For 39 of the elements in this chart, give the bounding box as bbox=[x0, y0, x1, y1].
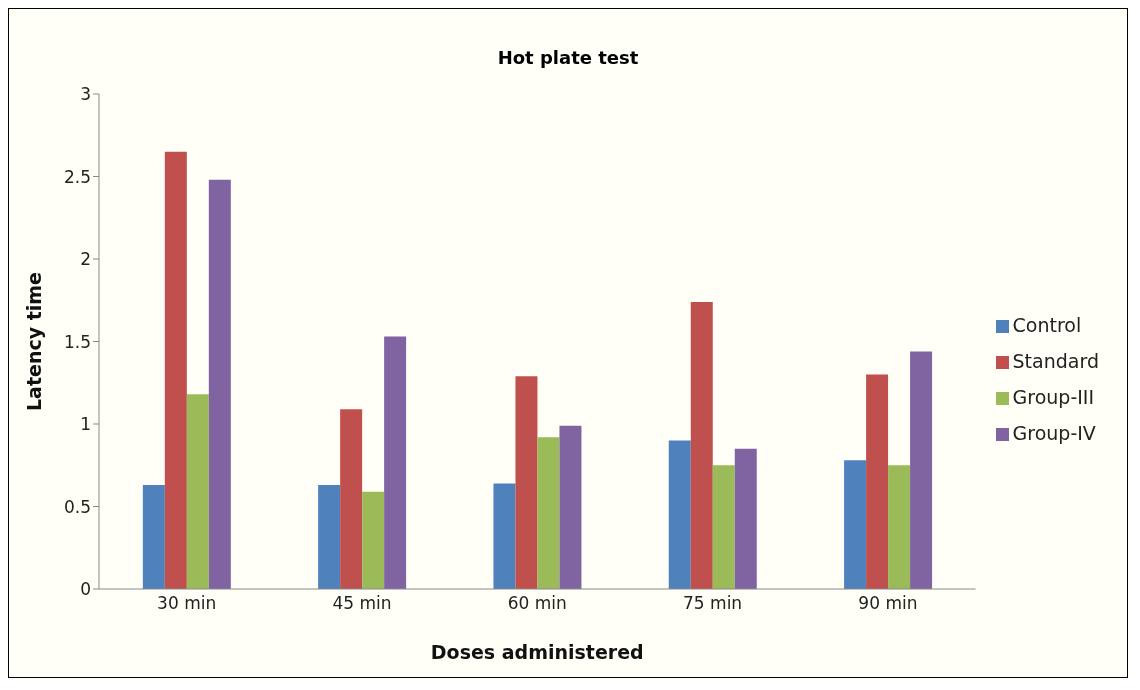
chart-title: Hot plate test bbox=[496, 46, 640, 70]
bar bbox=[515, 376, 538, 589]
legend-label: Group-IV bbox=[1012, 422, 1096, 444]
bar bbox=[559, 425, 582, 589]
bar bbox=[208, 179, 231, 589]
bar bbox=[537, 437, 560, 589]
legend-label: Standard bbox=[1012, 350, 1099, 372]
bar bbox=[888, 465, 911, 589]
legend-label: Control bbox=[1012, 314, 1082, 336]
y-axis-title: Latency time bbox=[22, 272, 45, 411]
x-tick-label: 90 min bbox=[858, 593, 918, 614]
bar bbox=[362, 491, 385, 589]
y-tick-label: 2.5 bbox=[63, 166, 91, 187]
x-tick-label: 60 min bbox=[507, 593, 567, 614]
y-tick-label: 3 bbox=[80, 84, 91, 105]
bar bbox=[910, 351, 933, 589]
x-axis-title: Doses administered bbox=[430, 641, 644, 663]
bar bbox=[493, 483, 516, 589]
bar bbox=[844, 460, 867, 589]
bar bbox=[340, 409, 363, 589]
x-tick-label: 30 min bbox=[157, 593, 217, 614]
bar bbox=[142, 485, 165, 589]
y-tick-label: 1.5 bbox=[63, 331, 91, 352]
bar bbox=[712, 465, 735, 589]
bar bbox=[318, 485, 341, 589]
bar bbox=[384, 336, 407, 589]
y-tick-label: 2 bbox=[80, 249, 91, 270]
bar bbox=[668, 440, 691, 589]
x-tick-label: 45 min bbox=[332, 593, 392, 614]
y-tick-label: 0.5 bbox=[63, 496, 91, 517]
legend-label: Group-III bbox=[1012, 386, 1095, 408]
bar bbox=[186, 394, 209, 589]
x-tick-label: 75 min bbox=[683, 593, 743, 614]
bar bbox=[164, 151, 187, 589]
y-tick-label: 0 bbox=[80, 579, 91, 600]
bar bbox=[734, 448, 757, 589]
y-tick-label: 1 bbox=[80, 414, 91, 435]
bar bbox=[690, 301, 713, 589]
bar bbox=[866, 374, 889, 589]
